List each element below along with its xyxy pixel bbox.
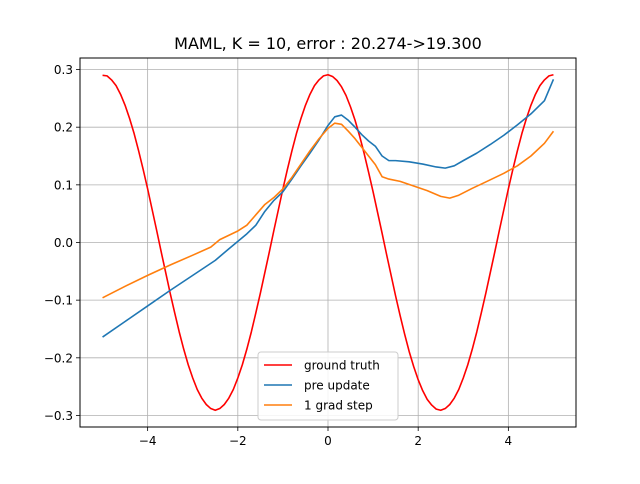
- y-tick-label: −0.2: [44, 351, 73, 365]
- y-tick-label: 0.2: [54, 121, 73, 135]
- x-tick-label: 0: [324, 434, 332, 448]
- x-tick-label: −4: [139, 434, 157, 448]
- x-tick-label: 4: [505, 434, 513, 448]
- grid: [80, 58, 576, 427]
- x-tick-label: −2: [229, 434, 247, 448]
- legend-label-1-grad-step: 1 grad step: [304, 399, 373, 413]
- x-tick-label: 2: [414, 434, 422, 448]
- legend-label-ground-truth: ground truth: [304, 359, 380, 373]
- legend-box: [257, 351, 399, 421]
- series-layer: [102, 73, 555, 412]
- series-line-1-grad-step: [102, 122, 555, 299]
- axes: −4 −2 0 2 4 −0.3 −0.2 −0.1 0.0 0.1 0.2 0.3: [44, 63, 512, 448]
- y-tick-label: −0.1: [44, 294, 73, 308]
- series-line-pre-update: [102, 79, 555, 338]
- series-line-ground-truth: [102, 73, 554, 412]
- chart-title: MAML, K = 10, error : 20.274->19.300: [174, 34, 482, 53]
- y-tick-label: 0.3: [54, 63, 73, 77]
- y-tick-label: 0.1: [54, 178, 73, 192]
- y-tick-label: 0.0: [54, 236, 73, 250]
- legend-label-pre-update: pre update: [304, 379, 370, 393]
- legend: ground truth pre update 1 grad step: [257, 351, 399, 421]
- y-tick-label: −0.3: [44, 409, 73, 423]
